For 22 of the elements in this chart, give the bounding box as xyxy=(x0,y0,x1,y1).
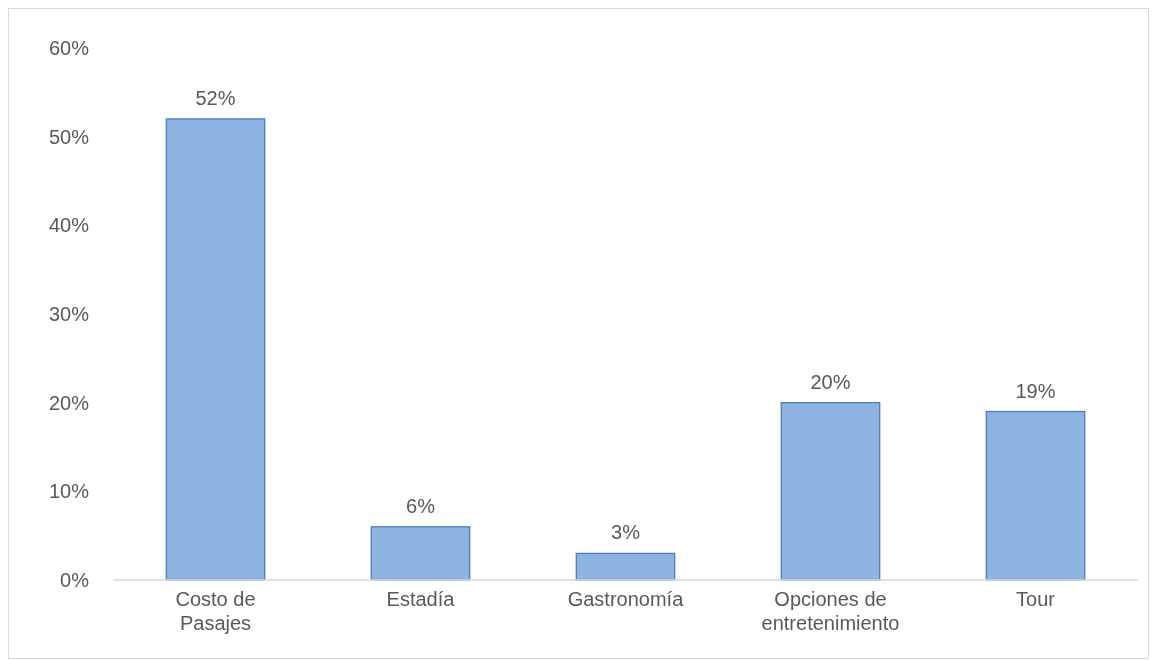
y-tick-label: 0% xyxy=(60,569,90,591)
y-tick-label: 30% xyxy=(48,303,90,325)
y-tick-label: 20% xyxy=(48,391,90,414)
bar xyxy=(575,552,676,581)
y-tick-label: 60% xyxy=(48,37,90,59)
data-label: 3% xyxy=(611,521,641,544)
data-label: 19% xyxy=(1015,379,1056,402)
bar xyxy=(165,118,266,581)
data-label: 52% xyxy=(195,86,236,109)
bar xyxy=(780,402,881,581)
y-tick-label: 10% xyxy=(48,480,90,503)
bar xyxy=(370,526,471,581)
x-tick-label: Tour xyxy=(1016,588,1056,610)
y-tick-label: 50% xyxy=(48,125,90,148)
x-tick-label: Estadía xyxy=(386,588,456,610)
x-tick-label: Gastronomía xyxy=(567,588,685,610)
y-tick-label: 40% xyxy=(48,214,90,237)
x-tick-label: Costo de Pasajes xyxy=(175,588,256,634)
data-label: 20% xyxy=(810,370,851,393)
bar xyxy=(985,410,1086,581)
x-tick-label: Opciones de entretenimiento xyxy=(761,588,900,634)
data-label: 6% xyxy=(406,494,436,517)
